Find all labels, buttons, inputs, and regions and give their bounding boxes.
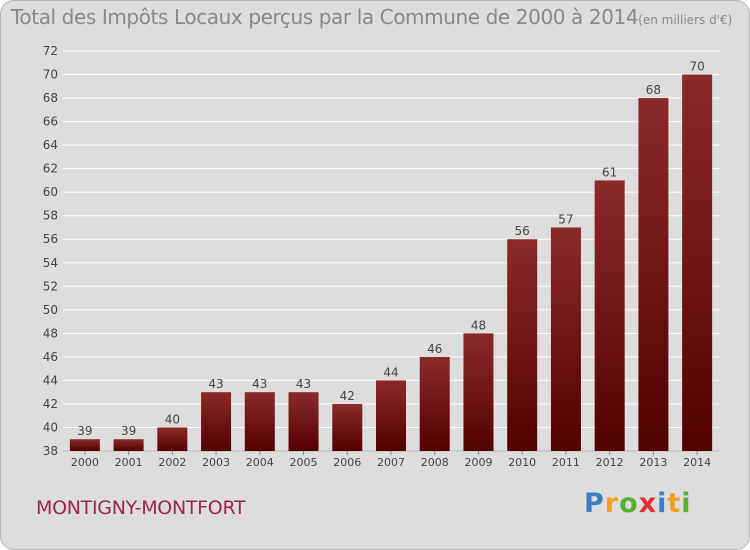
- y-axis-ticks: 38 40 42 44 46 48 50 52 54 56 58 60 62 64 66 68 70 72: [43, 44, 58, 458]
- data-label-2008: 46: [427, 342, 442, 356]
- x-tick-label-2011: 2011: [552, 456, 580, 469]
- y-tick-label: 58: [43, 209, 58, 223]
- y-tick-label: 52: [43, 279, 58, 293]
- logo-letter: i: [681, 488, 692, 519]
- x-tick-label-2001: 2001: [115, 456, 143, 469]
- data-label-2001: 39: [121, 424, 136, 438]
- data-label-2013: 68: [646, 83, 661, 97]
- x-tick-label-2006: 2006: [333, 456, 361, 469]
- data-label-2003: 43: [208, 377, 223, 391]
- x-tick-label-2014: 2014: [683, 456, 711, 469]
- data-label-2000: 39: [77, 424, 92, 438]
- x-tick-label-2010: 2010: [508, 456, 536, 469]
- y-tick-label: 64: [43, 138, 58, 152]
- bar-2001: [113, 439, 144, 451]
- chart-title-text: Total des Impôts Locaux perçus par la Co…: [11, 5, 639, 29]
- chart-title: Total des Impôts Locaux perçus par la Co…: [11, 5, 732, 29]
- x-tick-label-2007: 2007: [377, 456, 405, 469]
- data-labels: 39 39 40 43 43 43 42 44 46 48 56 57 61 68 70: [77, 60, 705, 439]
- data-label-2004: 43: [252, 377, 267, 391]
- chart-unit-note: (en milliers d'€): [638, 13, 733, 27]
- data-label-2009: 48: [471, 318, 486, 332]
- y-tick-label: 54: [43, 256, 58, 270]
- x-tick-label-2003: 2003: [202, 456, 230, 469]
- data-label-2012: 61: [602, 165, 617, 179]
- data-label-2011: 57: [558, 212, 573, 226]
- y-tick-label: 62: [43, 162, 58, 176]
- data-label-2005: 43: [296, 377, 311, 391]
- bar-2005: [288, 392, 319, 451]
- bar-2003: [201, 392, 232, 451]
- data-label-2007: 44: [383, 365, 398, 379]
- commune-name: MONTIGNY-MONTFORT: [36, 497, 246, 519]
- data-label-2014: 70: [689, 60, 704, 74]
- bars: [69, 74, 713, 452]
- x-tick-label-2009: 2009: [464, 456, 492, 469]
- y-tick-label: 66: [43, 115, 58, 129]
- x-tick-label-2012: 2012: [596, 456, 624, 469]
- proxiti-logo: Proxiti: [584, 488, 692, 519]
- logo-letter: P: [584, 488, 605, 519]
- logo-letter: i: [657, 488, 668, 519]
- bar-2006: [332, 403, 363, 451]
- y-tick-label: 72: [43, 44, 58, 58]
- bar-2009: [463, 333, 494, 451]
- y-tick-label: 50: [43, 303, 58, 317]
- y-tick-label: 46: [43, 350, 58, 364]
- data-label-2006: 42: [340, 389, 355, 403]
- logo-letter: t: [667, 488, 682, 519]
- y-tick-label: 40: [43, 420, 58, 434]
- bar-2007: [376, 380, 406, 451]
- bar-2002: [157, 427, 188, 451]
- logo-letter: o: [619, 488, 639, 519]
- bar-2008: [419, 356, 450, 451]
- x-tick-label-2013: 2013: [639, 456, 667, 469]
- y-tick-label: 42: [43, 397, 58, 411]
- bar-2004: [244, 392, 275, 451]
- y-tick-label: 48: [43, 326, 58, 340]
- data-label-2002: 40: [165, 412, 180, 426]
- x-tick-label-2008: 2008: [421, 456, 449, 469]
- bar-2013: [638, 98, 669, 451]
- y-tick-label: 68: [43, 91, 58, 105]
- data-label-2010: 56: [515, 224, 530, 238]
- logo-letter: x: [638, 488, 658, 519]
- x-axis-ticks: 2000 2001 2002 2003 2004 2005 2006 2007 2008 2009…: [71, 451, 711, 469]
- bar-2011: [550, 227, 581, 451]
- y-tick-label: 56: [43, 232, 58, 246]
- y-tick-label: 70: [43, 68, 58, 82]
- x-tick-label-2005: 2005: [290, 456, 318, 469]
- bar-2010: [507, 239, 538, 451]
- bar-2000: [69, 439, 100, 451]
- y-tick-label: 60: [43, 185, 58, 199]
- y-tick-label: 38: [43, 444, 58, 458]
- x-tick-label-2000: 2000: [71, 456, 99, 469]
- bar-2012: [594, 180, 625, 452]
- logo-letter: r: [604, 488, 620, 519]
- x-tick-label-2004: 2004: [246, 456, 274, 469]
- x-tick-label-2002: 2002: [158, 456, 186, 469]
- y-tick-label: 44: [43, 373, 58, 387]
- bar-2014: [682, 74, 713, 451]
